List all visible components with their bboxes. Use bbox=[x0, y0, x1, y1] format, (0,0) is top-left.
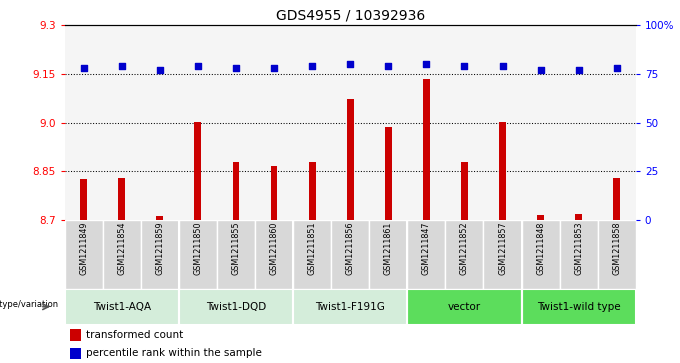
Bar bbox=[331, 220, 369, 289]
Text: GSM1211854: GSM1211854 bbox=[117, 222, 126, 275]
Point bbox=[573, 67, 584, 73]
Bar bbox=[423, 79, 430, 220]
Point bbox=[345, 61, 356, 67]
Bar bbox=[369, 25, 407, 220]
Bar bbox=[369, 220, 407, 289]
Bar bbox=[461, 162, 468, 220]
Bar bbox=[598, 25, 636, 220]
Text: Twist1-wild type: Twist1-wild type bbox=[537, 302, 620, 312]
Bar bbox=[499, 122, 506, 220]
Bar bbox=[560, 220, 598, 289]
Point bbox=[535, 67, 546, 73]
Bar bbox=[347, 99, 354, 220]
Text: percentile rank within the sample: percentile rank within the sample bbox=[86, 348, 262, 359]
Text: GSM1211853: GSM1211853 bbox=[574, 222, 583, 275]
Bar bbox=[445, 220, 483, 289]
Bar bbox=[445, 25, 483, 220]
Text: GSM1211855: GSM1211855 bbox=[231, 222, 241, 275]
Bar bbox=[118, 178, 125, 220]
Text: GSM1211859: GSM1211859 bbox=[155, 222, 165, 275]
Bar bbox=[271, 166, 277, 220]
Text: GSM1211857: GSM1211857 bbox=[498, 222, 507, 275]
Text: Twist1-DQD: Twist1-DQD bbox=[206, 302, 266, 312]
Bar bbox=[65, 25, 103, 220]
Bar bbox=[141, 220, 179, 289]
Bar bbox=[65, 220, 103, 289]
Text: GSM1211848: GSM1211848 bbox=[536, 222, 545, 275]
Point bbox=[78, 65, 89, 71]
Point bbox=[383, 63, 394, 69]
Bar bbox=[560, 25, 598, 220]
Text: Twist1-AQA: Twist1-AQA bbox=[92, 302, 151, 312]
Bar bbox=[255, 25, 293, 220]
Text: GSM1211849: GSM1211849 bbox=[79, 222, 88, 275]
Bar bbox=[483, 220, 522, 289]
Point bbox=[116, 63, 127, 69]
Text: GSM1211852: GSM1211852 bbox=[460, 222, 469, 275]
Point bbox=[231, 65, 241, 71]
Bar bbox=[217, 25, 255, 220]
Bar bbox=[293, 25, 331, 220]
Point bbox=[192, 63, 203, 69]
Bar bbox=[70, 348, 81, 359]
Text: GSM1211861: GSM1211861 bbox=[384, 222, 393, 275]
Bar bbox=[385, 127, 392, 220]
Bar bbox=[522, 289, 636, 325]
Point bbox=[154, 67, 165, 73]
Bar bbox=[575, 214, 582, 220]
Point bbox=[269, 65, 279, 71]
Bar bbox=[70, 330, 81, 341]
Bar bbox=[156, 216, 163, 220]
Bar bbox=[483, 25, 522, 220]
Bar bbox=[103, 220, 141, 289]
Bar bbox=[522, 220, 560, 289]
Point bbox=[497, 63, 508, 69]
Bar bbox=[255, 220, 293, 289]
Text: vector: vector bbox=[448, 302, 481, 312]
Bar bbox=[217, 220, 255, 289]
Text: GSM1211847: GSM1211847 bbox=[422, 222, 431, 275]
Bar bbox=[407, 220, 445, 289]
Text: GSM1211850: GSM1211850 bbox=[193, 222, 203, 275]
Text: GSM1211856: GSM1211856 bbox=[345, 222, 355, 275]
Bar bbox=[80, 179, 87, 220]
Bar bbox=[613, 178, 620, 220]
Text: Twist1-F191G: Twist1-F191G bbox=[316, 302, 385, 312]
Bar bbox=[194, 122, 201, 220]
Bar bbox=[598, 220, 636, 289]
Point bbox=[421, 61, 432, 67]
Bar bbox=[233, 162, 239, 220]
Text: GSM1211858: GSM1211858 bbox=[612, 222, 622, 275]
Bar bbox=[293, 289, 407, 325]
Bar bbox=[293, 220, 331, 289]
Point bbox=[307, 63, 318, 69]
Bar bbox=[179, 220, 217, 289]
Bar bbox=[103, 25, 141, 220]
Bar bbox=[309, 162, 316, 220]
Bar bbox=[537, 215, 544, 220]
Bar bbox=[522, 25, 560, 220]
Bar bbox=[179, 25, 217, 220]
Bar bbox=[407, 289, 522, 325]
Bar bbox=[179, 289, 293, 325]
Text: GSM1211860: GSM1211860 bbox=[269, 222, 279, 275]
Title: GDS4955 / 10392936: GDS4955 / 10392936 bbox=[275, 9, 425, 23]
Bar bbox=[407, 25, 445, 220]
Bar bbox=[141, 25, 179, 220]
Point bbox=[611, 65, 622, 71]
Bar bbox=[331, 25, 369, 220]
Point bbox=[459, 63, 470, 69]
Text: transformed count: transformed count bbox=[86, 330, 184, 340]
Text: GSM1211851: GSM1211851 bbox=[307, 222, 317, 275]
Bar bbox=[65, 289, 179, 325]
Text: genotype/variation: genotype/variation bbox=[0, 301, 58, 309]
